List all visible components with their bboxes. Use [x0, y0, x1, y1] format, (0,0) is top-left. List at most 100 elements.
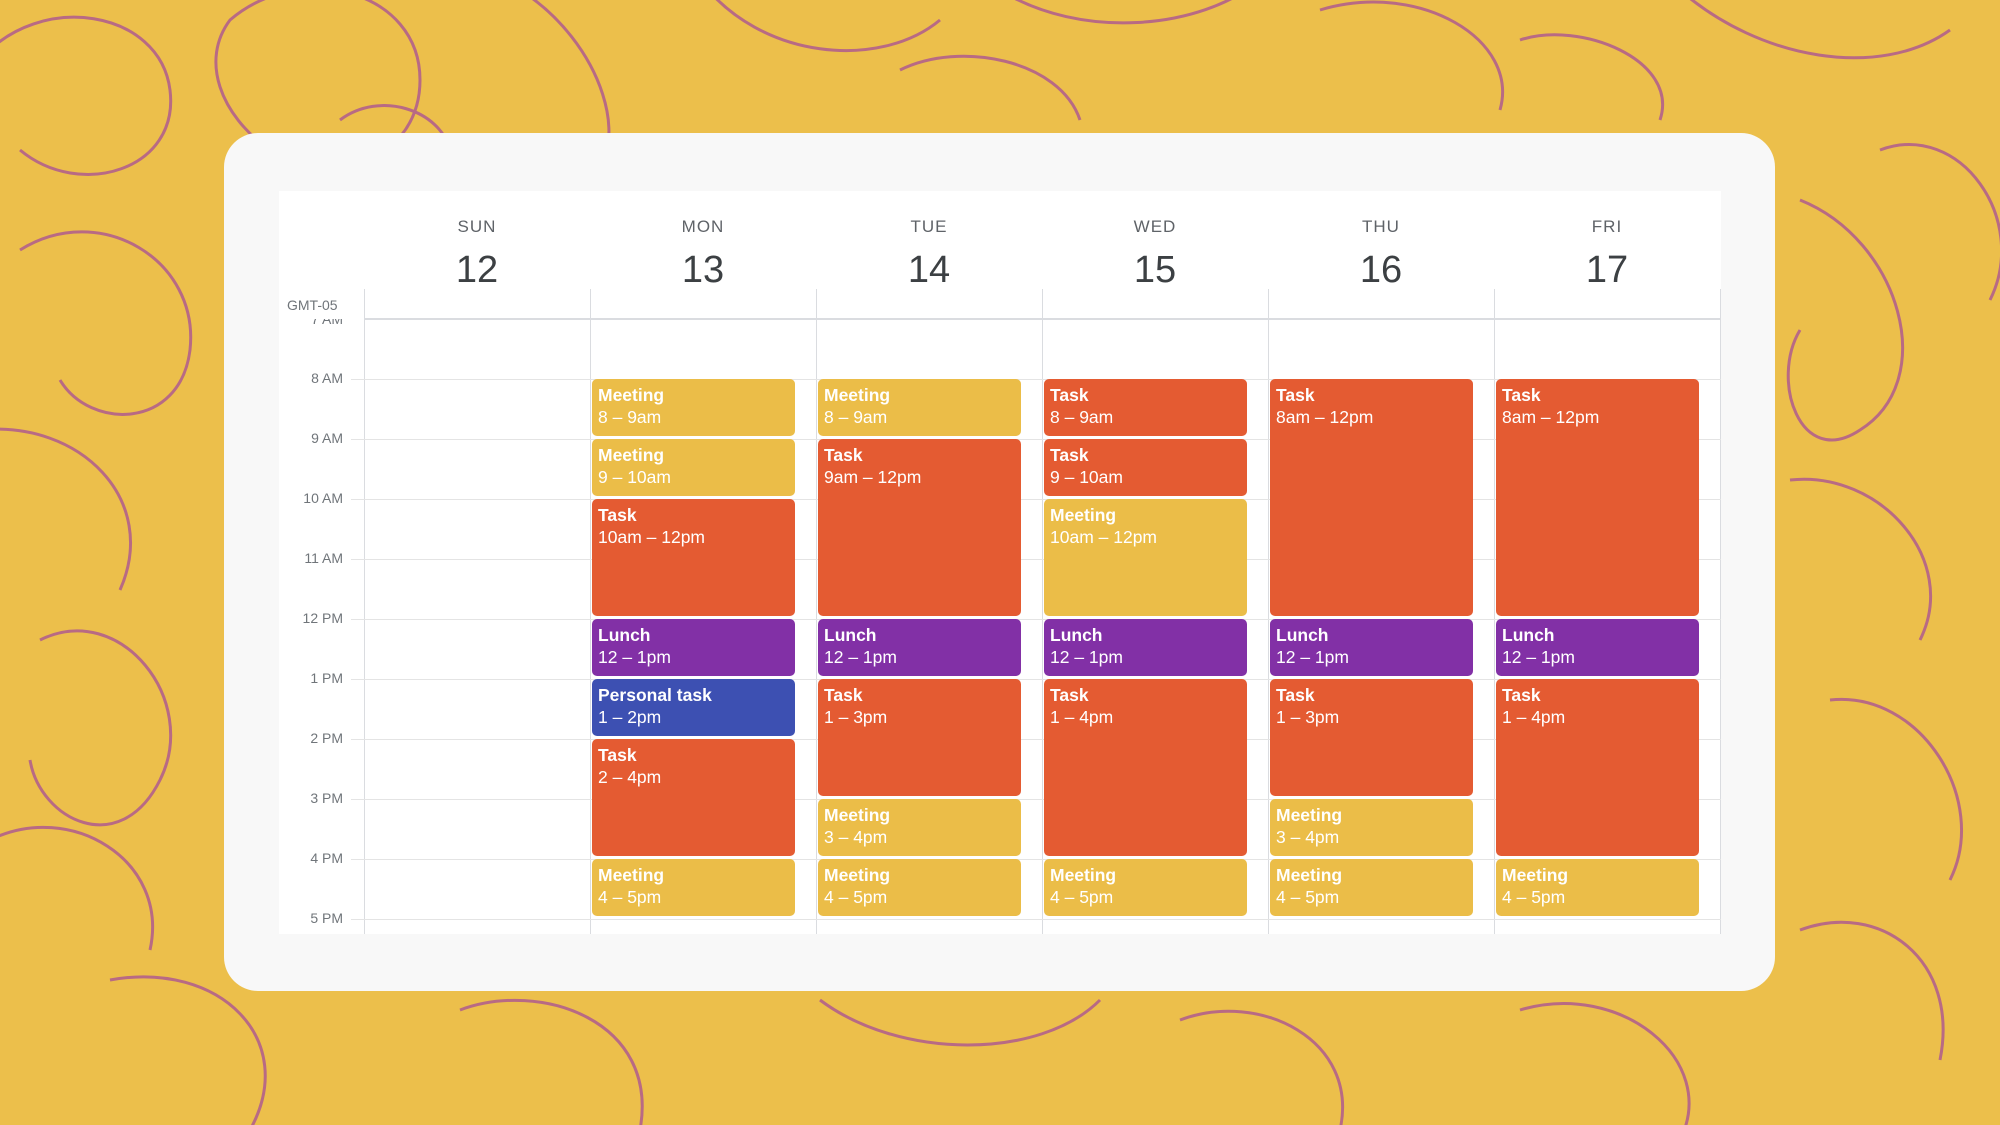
- lunch-event[interactable]: Lunch 12 – 1pm: [1044, 619, 1247, 676]
- event-time: 4 – 5pm: [1502, 887, 1566, 907]
- event-title: Lunch: [598, 625, 651, 645]
- day-date[interactable]: 16: [1359, 249, 1403, 291]
- hour-gridline: [351, 679, 1721, 680]
- event-title: Task: [1502, 385, 1541, 405]
- event-time: 1 – 4pm: [1050, 707, 1114, 727]
- day-column-divider: [364, 289, 365, 934]
- calendar-week-view: GMT-05 SUN 12 MON 13 TUE 14 WED 15 THU 16 FRI 17 7 A…: [279, 191, 1721, 934]
- event-title: Meeting: [1276, 865, 1343, 885]
- task-event[interactable]: Task 8 – 9am: [1044, 379, 1247, 436]
- hour-gridline: [351, 619, 1721, 620]
- meeting-event[interactable]: Meeting 4 – 5pm: [592, 859, 795, 916]
- event-title: Meeting: [1050, 505, 1117, 525]
- event-title: Meeting: [1276, 805, 1343, 825]
- time-label: 7 AM: [281, 319, 343, 326]
- event-time: 4 – 5pm: [598, 887, 662, 907]
- task-event[interactable]: Task 8am – 12pm: [1270, 379, 1473, 616]
- day-header-sun[interactable]: SUN 12: [364, 191, 590, 319]
- task-event[interactable]: Task 1 – 4pm: [1496, 679, 1699, 856]
- meeting-event[interactable]: Meeting 8 – 9am: [818, 379, 1021, 436]
- event-time: 3 – 4pm: [824, 827, 888, 847]
- day-header-wed[interactable]: WED 15: [1042, 191, 1268, 319]
- meeting-event[interactable]: Meeting 8 – 9am: [592, 379, 795, 436]
- day-name: FRI: [1591, 217, 1623, 236]
- event-time: 8 – 9am: [598, 407, 662, 427]
- time-label: 8 AM: [311, 370, 343, 386]
- meeting-event[interactable]: Meeting 9 – 10am: [592, 439, 795, 496]
- day-date[interactable]: 14: [907, 249, 951, 291]
- event-title: Meeting: [824, 865, 891, 885]
- day-date[interactable]: 12: [455, 249, 499, 291]
- time-label: 11 AM: [304, 550, 343, 566]
- event-title: Task: [824, 685, 863, 705]
- lunch-event[interactable]: Lunch 12 – 1pm: [592, 619, 795, 676]
- day-header-thu[interactable]: THU 16: [1268, 191, 1494, 319]
- meeting-event[interactable]: Meeting 10am – 12pm: [1044, 499, 1247, 616]
- lunch-event[interactable]: Lunch 12 – 1pm: [1270, 619, 1473, 676]
- day-name: MON: [681, 217, 725, 236]
- meeting-event[interactable]: Meeting 3 – 4pm: [818, 799, 1021, 856]
- day-header-mon[interactable]: MON 13: [590, 191, 816, 319]
- event-title: Meeting: [598, 445, 665, 465]
- event-time: 1 – 4pm: [1502, 707, 1566, 727]
- task-event[interactable]: Task 1 – 4pm: [1044, 679, 1247, 856]
- event-title: Personal task: [598, 685, 712, 705]
- event-time: 12 – 1pm: [1050, 647, 1123, 667]
- meeting-event[interactable]: Meeting 3 – 4pm: [1270, 799, 1473, 856]
- event-title: Meeting: [1502, 865, 1569, 885]
- event-time: 10am – 12pm: [598, 527, 706, 547]
- task-event[interactable]: Task 2 – 4pm: [592, 739, 795, 856]
- task-event[interactable]: Task 1 – 3pm: [818, 679, 1021, 796]
- event-title: Lunch: [824, 625, 877, 645]
- meeting-event[interactable]: Meeting 4 – 5pm: [1044, 859, 1247, 916]
- event-time: 3 – 4pm: [1276, 827, 1340, 847]
- event-time: 12 – 1pm: [598, 647, 671, 667]
- event-time: 2 – 4pm: [598, 767, 662, 787]
- time-label: 2 PM: [310, 730, 343, 746]
- task-event[interactable]: Task 9 – 10am: [1044, 439, 1247, 496]
- time-label: 9 AM: [311, 430, 343, 446]
- meeting-event[interactable]: Meeting 4 – 5pm: [1270, 859, 1473, 916]
- event-title: Meeting: [598, 385, 665, 405]
- event-time: 4 – 5pm: [1276, 887, 1340, 907]
- event-title: Task: [1276, 385, 1315, 405]
- day-header-tue[interactable]: TUE 14: [816, 191, 1042, 319]
- day-column-divider: [1720, 289, 1721, 934]
- day-header-fri[interactable]: FRI 17: [1494, 191, 1720, 319]
- lunch-event[interactable]: Lunch 12 – 1pm: [818, 619, 1021, 676]
- task-event[interactable]: Task 8am – 12pm: [1496, 379, 1699, 616]
- timezone-label: GMT-05: [287, 297, 338, 313]
- meeting-event[interactable]: Meeting 4 – 5pm: [1496, 859, 1699, 916]
- event-title: Lunch: [1276, 625, 1329, 645]
- day-date[interactable]: 13: [681, 249, 725, 291]
- task-event[interactable]: Task 10am – 12pm: [592, 499, 795, 616]
- personal-event[interactable]: Personal task 1 – 2pm: [592, 679, 795, 736]
- day-name: SUN: [457, 217, 497, 236]
- time-label: 10 AM: [303, 490, 343, 506]
- day-name: WED: [1133, 217, 1177, 236]
- event-time: 9 – 10am: [598, 467, 671, 487]
- event-title: Task: [1050, 685, 1089, 705]
- task-event[interactable]: Task 9am – 12pm: [818, 439, 1021, 616]
- task-event[interactable]: Task 1 – 3pm: [1270, 679, 1473, 796]
- event-time: 4 – 5pm: [1050, 887, 1114, 907]
- event-time: 12 – 1pm: [1276, 647, 1349, 667]
- lunch-event[interactable]: Lunch 12 – 1pm: [1496, 619, 1699, 676]
- time-label: 3 PM: [310, 790, 343, 806]
- event-time: 10am – 12pm: [1050, 527, 1158, 547]
- event-time: 12 – 1pm: [1502, 647, 1575, 667]
- event-time: 8am – 12pm: [1276, 407, 1374, 427]
- day-date[interactable]: 17: [1585, 249, 1629, 291]
- day-column-divider: [1494, 289, 1495, 934]
- hour-gridline: [351, 919, 1721, 920]
- event-title: Meeting: [824, 805, 891, 825]
- day-column-divider: [1268, 289, 1269, 934]
- time-label: 12 PM: [302, 610, 343, 626]
- event-title: Task: [1276, 685, 1315, 705]
- event-title: Task: [824, 445, 863, 465]
- event-time: 9 – 10am: [1050, 467, 1123, 487]
- event-title: Task: [1050, 445, 1089, 465]
- meeting-event[interactable]: Meeting 4 – 5pm: [818, 859, 1021, 916]
- day-date[interactable]: 15: [1133, 249, 1177, 291]
- day-column-divider: [590, 289, 591, 934]
